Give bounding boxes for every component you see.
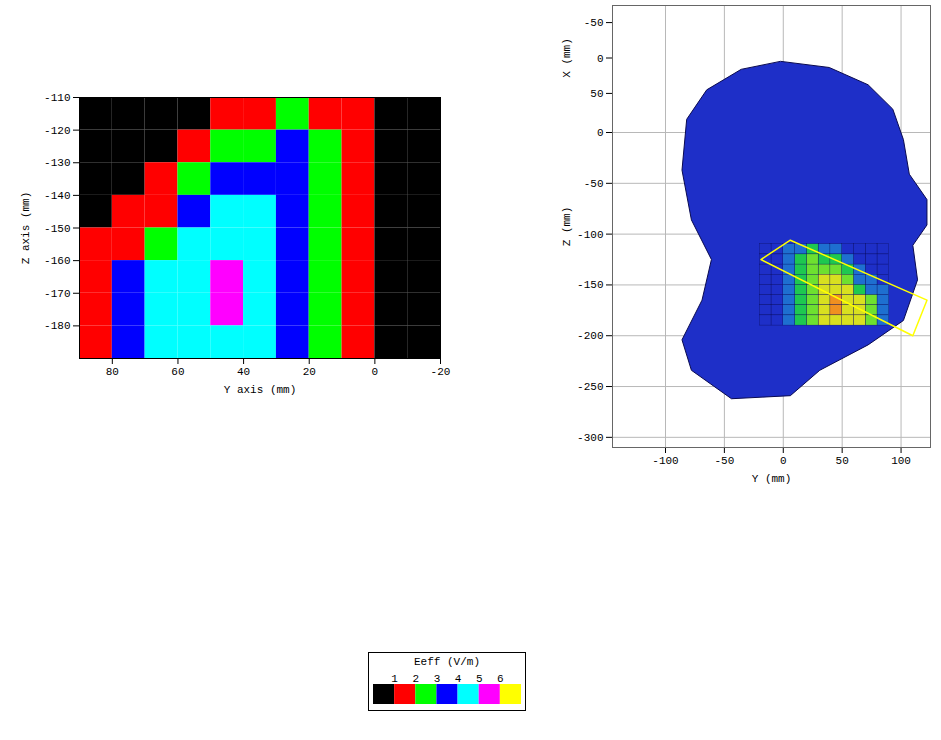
svg-text:-200: -200 bbox=[577, 330, 603, 342]
svg-text:0: 0 bbox=[372, 366, 379, 378]
svg-text:50: 50 bbox=[590, 88, 603, 100]
svg-text:0: 0 bbox=[780, 455, 787, 467]
svg-text:0: 0 bbox=[597, 127, 604, 139]
svg-text:60: 60 bbox=[171, 366, 184, 378]
svg-text:0: 0 bbox=[597, 53, 604, 65]
svg-text:-100: -100 bbox=[577, 229, 603, 241]
svg-text:-160: -160 bbox=[44, 255, 70, 267]
svg-text:100: 100 bbox=[891, 455, 911, 467]
svg-text:-20: -20 bbox=[431, 366, 451, 378]
svg-text:Y (mm): Y (mm) bbox=[752, 473, 792, 485]
svg-text:-100: -100 bbox=[652, 455, 678, 467]
svg-text:Z axis (mm): Z axis (mm) bbox=[20, 192, 32, 265]
svg-text:6: 6 bbox=[497, 673, 504, 685]
html-text:Eeff (V/m): Eeff (V/m) bbox=[414, 656, 480, 668]
svg-text:Y axis (mm): Y axis (mm) bbox=[224, 384, 297, 396]
svg-text:-140: -140 bbox=[44, 190, 70, 202]
svg-text:-180: -180 bbox=[44, 320, 70, 332]
svg-text:-150: -150 bbox=[577, 279, 603, 291]
svg-text:80: 80 bbox=[106, 366, 119, 378]
svg-text:X (mm): X (mm) bbox=[561, 38, 573, 78]
svg-text:-120: -120 bbox=[44, 125, 70, 137]
svg-text:-300: -300 bbox=[577, 432, 603, 444]
svg-text:-50: -50 bbox=[714, 455, 734, 467]
svg-text:3: 3 bbox=[434, 673, 441, 685]
svg-text:-250: -250 bbox=[577, 381, 603, 393]
svg-text:-110: -110 bbox=[44, 92, 70, 104]
svg-text:-170: -170 bbox=[44, 288, 70, 300]
svg-text:-50: -50 bbox=[584, 178, 604, 190]
svg-text:1: 1 bbox=[391, 673, 398, 685]
svg-text:-150: -150 bbox=[44, 223, 70, 235]
svg-text:4: 4 bbox=[455, 673, 462, 685]
svg-text:Z (mm): Z (mm) bbox=[561, 207, 573, 247]
svg-text:-50: -50 bbox=[584, 17, 604, 29]
svg-text:40: 40 bbox=[237, 366, 250, 378]
svg-text:2: 2 bbox=[412, 673, 419, 685]
svg-text:-130: -130 bbox=[44, 157, 70, 169]
svg-text:5: 5 bbox=[476, 673, 483, 685]
svg-text:50: 50 bbox=[836, 455, 849, 467]
svg-text:20: 20 bbox=[303, 366, 316, 378]
